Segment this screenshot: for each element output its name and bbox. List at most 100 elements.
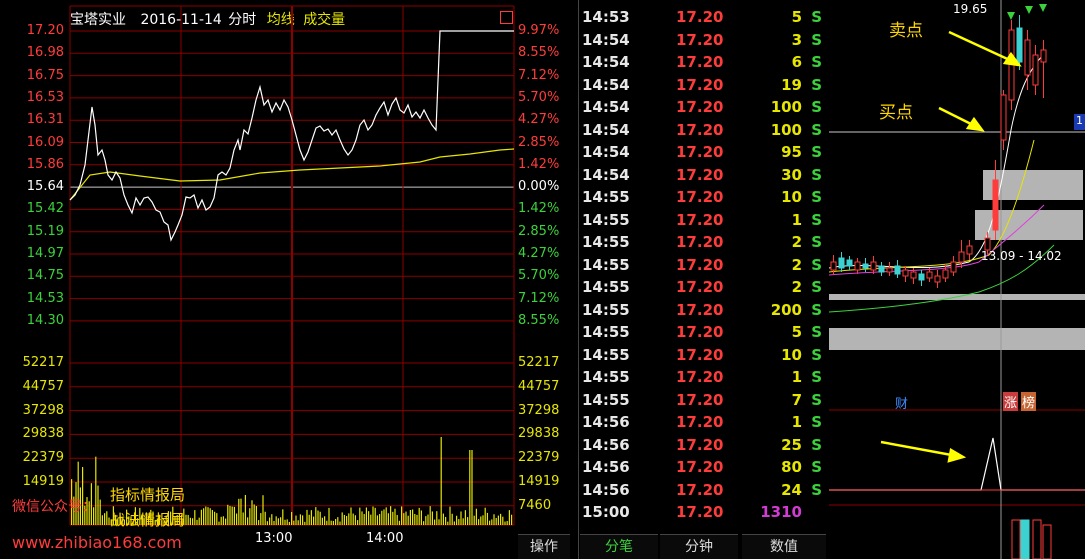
tick-row[interactable]: 14:56 17.20 1 S xyxy=(582,410,824,432)
volume-bar xyxy=(451,513,453,525)
volume-bar xyxy=(346,515,348,525)
tick-row[interactable]: 14:56 17.20 24 S xyxy=(582,478,824,500)
tick-row[interactable]: 14:54 17.20 3 S xyxy=(582,28,824,50)
volume-bar xyxy=(414,513,416,525)
volume-bar xyxy=(238,498,240,525)
tick-row[interactable]: 14:55 17.20 2 S xyxy=(582,230,824,252)
volume-bar xyxy=(315,507,317,525)
tick-price: 17.20 xyxy=(676,165,724,184)
price-axis-label: 14.30 xyxy=(26,312,64,328)
volume-bar xyxy=(453,521,455,525)
volume-bar xyxy=(253,504,255,525)
tick-side: S xyxy=(811,98,822,116)
tick-side: S xyxy=(811,165,822,184)
tick-volume: 200 xyxy=(770,300,802,319)
volume-bar xyxy=(447,521,449,525)
kline-volume-bar xyxy=(1042,524,1052,559)
volume-bar xyxy=(403,513,405,525)
tick-row[interactable]: 14:55 17.20 1 S xyxy=(582,208,824,230)
volume-bar xyxy=(332,520,334,525)
down-arrow-icons xyxy=(1007,4,1047,20)
tick-price: 17.20 xyxy=(676,390,724,409)
gray-band-4 xyxy=(829,328,1085,350)
kline-candle xyxy=(1016,27,1023,63)
tick-side: S xyxy=(811,233,822,251)
tick-row[interactable]: 14:53 17.20 5 S xyxy=(582,5,824,27)
tick-volume: 100 xyxy=(770,98,802,116)
volume-bar xyxy=(183,508,185,525)
tick-row[interactable]: 14:55 17.20 5 S xyxy=(582,320,824,342)
watermark-name2: 战法情报局 xyxy=(110,511,186,529)
volume-bar xyxy=(233,506,235,525)
tick-row[interactable]: 14:54 17.20 100 S xyxy=(582,95,824,117)
buy-arrow xyxy=(938,106,985,132)
tick-row[interactable]: 14:55 17.20 10 S xyxy=(582,185,824,207)
tick-volume: 10 xyxy=(781,188,802,206)
tick-row[interactable]: 14:54 17.20 100 S xyxy=(582,118,824,140)
tick-price: 17.20 xyxy=(676,503,724,521)
side-value-box: 1 xyxy=(1074,114,1085,130)
tick-row[interactable]: 14:56 17.20 25 S xyxy=(582,433,824,455)
tick-row[interactable]: 14:55 17.20 2 S xyxy=(582,253,824,275)
tick-row[interactable]: 14:55 17.20 200 S xyxy=(582,298,824,320)
tick-row[interactable]: 14:54 17.20 6 S xyxy=(582,50,824,72)
volume-bar xyxy=(348,513,350,525)
volume-bar xyxy=(387,513,389,525)
fin-badge[interactable]: 财 xyxy=(895,397,909,412)
pct-axis-label: 4.27% xyxy=(518,246,560,261)
volume-bar xyxy=(222,516,224,525)
kline-candle xyxy=(830,261,837,271)
volume-bar xyxy=(214,511,216,525)
tick-row[interactable]: 14:55 17.20 7 S xyxy=(582,388,824,410)
volume-bar xyxy=(293,520,295,525)
volume-bar xyxy=(337,517,339,525)
tab-operation[interactable]: 操作 xyxy=(518,534,570,559)
kline-candle xyxy=(950,261,957,273)
bang-badge[interactable]: 榜 xyxy=(1021,392,1037,411)
tick-row[interactable]: 14:55 17.20 1 S xyxy=(582,365,824,387)
tick-row[interactable]: 14:55 17.20 2 S xyxy=(582,275,824,297)
tick-price: 17.20 xyxy=(676,233,724,251)
volume-bar xyxy=(407,515,409,525)
kline-candle xyxy=(1032,54,1039,86)
tab-values[interactable]: 数值 xyxy=(742,534,826,559)
volume-bar xyxy=(123,519,125,525)
volume-bar xyxy=(445,516,447,525)
tab-minute[interactable]: 分钟 xyxy=(660,534,738,559)
tick-side: S xyxy=(811,188,822,206)
volume-bar xyxy=(462,518,464,525)
pct-axis-label: 8.55% xyxy=(518,45,560,61)
tick-row[interactable]: 14:54 17.20 95 S xyxy=(582,140,824,162)
volume-bar xyxy=(302,515,304,525)
volume-bar xyxy=(506,521,508,525)
price-axis-label: 14.53 xyxy=(26,290,64,306)
avg-price-line xyxy=(69,148,515,201)
intraday-chart[interactable]: 宝塔实业 2016-11-14 分时 均线 成交量 17.20 16.98 16.7… xyxy=(0,0,578,559)
tick-price: 17.20 xyxy=(676,413,724,431)
volume-bar xyxy=(324,516,326,525)
volume-bar xyxy=(431,511,433,525)
tick-row[interactable]: 15:00 17.20 1310 xyxy=(582,500,824,522)
tick-row[interactable]: 14:54 17.20 30 S xyxy=(582,163,824,185)
tick-price: 17.20 xyxy=(676,8,724,26)
volume-bar xyxy=(170,511,172,525)
tick-row[interactable]: 14:55 17.20 10 S xyxy=(582,343,824,365)
tick-row[interactable]: 14:54 17.20 19 S xyxy=(582,73,824,95)
volume-bar xyxy=(231,506,233,525)
volume-bar xyxy=(262,495,264,525)
volume-bar xyxy=(121,516,123,525)
volume-bar xyxy=(381,510,383,525)
volume-bar xyxy=(460,511,462,525)
chart-settings-icon[interactable] xyxy=(500,11,513,24)
tab-ticks[interactable]: 分笔 xyxy=(580,534,658,559)
volume-bar xyxy=(376,515,378,525)
volume-bar xyxy=(396,514,398,525)
kline-chart[interactable]: 19.65 卖点 买点 13.09 - 14.02 财 涨 榜 1 xyxy=(829,0,1085,559)
tick-time: 14:56 xyxy=(582,480,630,499)
tick-volume: 10 xyxy=(781,345,802,364)
watermark-name1: 指标情报局 xyxy=(110,486,186,504)
tick-time: 14:55 xyxy=(582,278,630,296)
zhang-badge[interactable]: 涨 xyxy=(1003,392,1019,411)
tick-row[interactable]: 14:56 17.20 80 S xyxy=(582,455,824,477)
volume-bar xyxy=(132,520,134,525)
